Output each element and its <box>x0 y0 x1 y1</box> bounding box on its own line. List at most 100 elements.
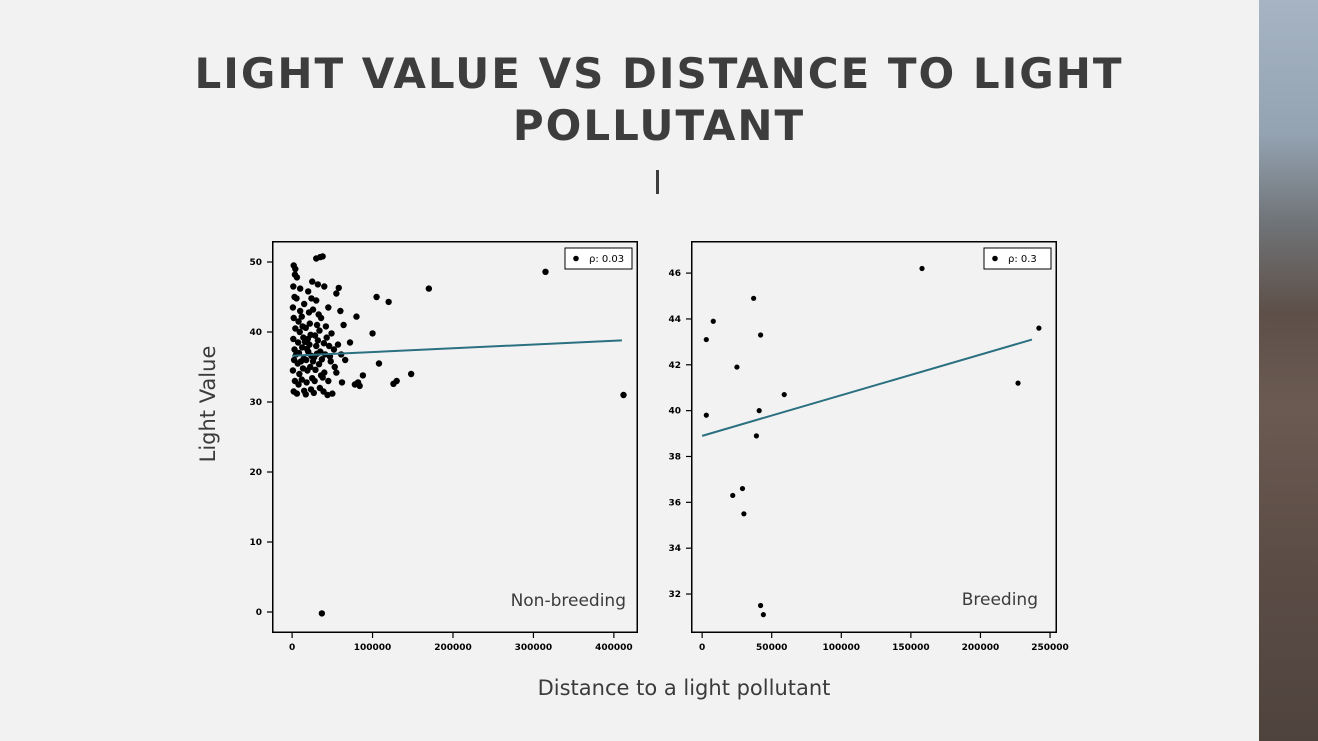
panel-label-non-breeding: Non-breeding <box>511 591 626 611</box>
data-point <box>781 391 787 398</box>
data-point <box>331 363 338 371</box>
data-point <box>330 346 338 353</box>
x-tick-label: 50000 <box>756 643 787 653</box>
data-point <box>710 318 716 324</box>
data-point <box>356 382 363 390</box>
data-point <box>318 610 326 617</box>
y-tick-label: 40 <box>249 328 262 338</box>
data-point <box>314 337 322 344</box>
data-point <box>919 265 925 272</box>
plot-frame <box>272 241 638 633</box>
data-point <box>298 344 306 351</box>
data-point <box>353 313 360 320</box>
data-point <box>757 332 764 338</box>
data-point <box>315 361 323 368</box>
y-tick-label: 10 <box>249 538 262 548</box>
data-point <box>325 304 332 311</box>
data-point <box>307 363 314 371</box>
data-point <box>304 348 312 355</box>
data-point <box>342 356 349 364</box>
data-point <box>322 323 330 330</box>
x-tick-label: 300000 <box>515 643 553 653</box>
data-point <box>730 492 736 499</box>
y-tick-label: 0 <box>256 608 262 618</box>
y-tick-label: 40 <box>668 407 681 417</box>
text-cursor <box>656 170 659 194</box>
plot-area: 0 100000 200000 300000 400000 0 10 20 30 40 50 <box>249 241 638 653</box>
chart-non-breeding: 0 100000 200000 300000 400000 0 10 20 30 40 50 Non… <box>249 241 638 653</box>
data-point <box>741 511 747 517</box>
data-point <box>751 295 757 301</box>
data-point <box>290 335 297 343</box>
x-tick-label: 200000 <box>962 643 1000 653</box>
data-point <box>311 377 318 385</box>
data-point <box>369 330 376 337</box>
legend-box <box>983 247 1052 270</box>
y-tick-label: 44 <box>668 315 681 325</box>
x-tick-label: 100000 <box>823 643 861 653</box>
data-point <box>753 433 760 439</box>
y-tick-label: 36 <box>668 498 681 508</box>
data-point <box>291 346 298 353</box>
panel-label-breeding: Breeding <box>962 590 1038 610</box>
data-point <box>340 321 347 329</box>
data-point <box>292 325 299 332</box>
data-point <box>320 388 327 395</box>
data-point <box>296 370 303 378</box>
data-point <box>1015 380 1021 386</box>
data-point <box>302 356 310 364</box>
data-point <box>298 376 305 383</box>
data-point <box>290 283 297 290</box>
data-point <box>333 290 340 297</box>
data-point <box>289 367 297 374</box>
data-point <box>295 318 302 325</box>
data-point <box>295 381 302 388</box>
plot-frame <box>691 241 1057 633</box>
data-point <box>325 377 332 385</box>
y-tick-label: 50 <box>249 258 262 268</box>
data-point <box>756 408 762 414</box>
data-point <box>375 360 383 367</box>
y-tick-label: 20 <box>249 468 262 478</box>
data-point <box>302 324 309 331</box>
fit-line <box>292 339 622 357</box>
y-tick-label: 32 <box>668 590 681 600</box>
y-axis-label: Light Value <box>196 345 220 463</box>
data-point <box>296 328 303 336</box>
data-point <box>351 381 359 388</box>
data-point <box>297 358 305 365</box>
slide-title: LIGHT VALUE VS DISTANCE TO LIGHT POLLUTA… <box>194 49 1124 150</box>
data-point <box>304 288 312 295</box>
x-tick-label: 150000 <box>892 643 930 653</box>
data-point <box>319 253 326 260</box>
data-point <box>315 311 322 318</box>
data-point <box>760 612 766 618</box>
data-point <box>294 339 302 346</box>
data-point <box>303 379 310 386</box>
data-point <box>308 295 315 302</box>
side-photo-strip <box>1259 0 1318 741</box>
data-point <box>334 341 342 348</box>
data-point <box>757 602 764 609</box>
data-point <box>309 306 317 313</box>
y-tick-label: 30 <box>249 398 262 408</box>
data-point <box>306 320 314 327</box>
data-point <box>301 338 309 345</box>
data-point <box>314 281 322 288</box>
data-point <box>313 342 320 350</box>
data-point <box>333 369 340 376</box>
data-point <box>325 342 333 350</box>
data-point <box>320 340 328 347</box>
x-tick-label: 250000 <box>1031 643 1069 653</box>
data-point <box>290 314 297 322</box>
x-axis-label: Distance to a light pollutant <box>537 676 831 700</box>
data-point <box>309 358 317 365</box>
data-point <box>316 327 323 334</box>
y-tick-label: 46 <box>668 269 681 279</box>
data-point <box>734 364 740 370</box>
data-point <box>293 295 300 302</box>
data-point <box>346 339 354 346</box>
data-point <box>703 412 709 418</box>
y-tick-label: 38 <box>668 452 681 462</box>
x-tick-label: 100000 <box>354 643 392 653</box>
